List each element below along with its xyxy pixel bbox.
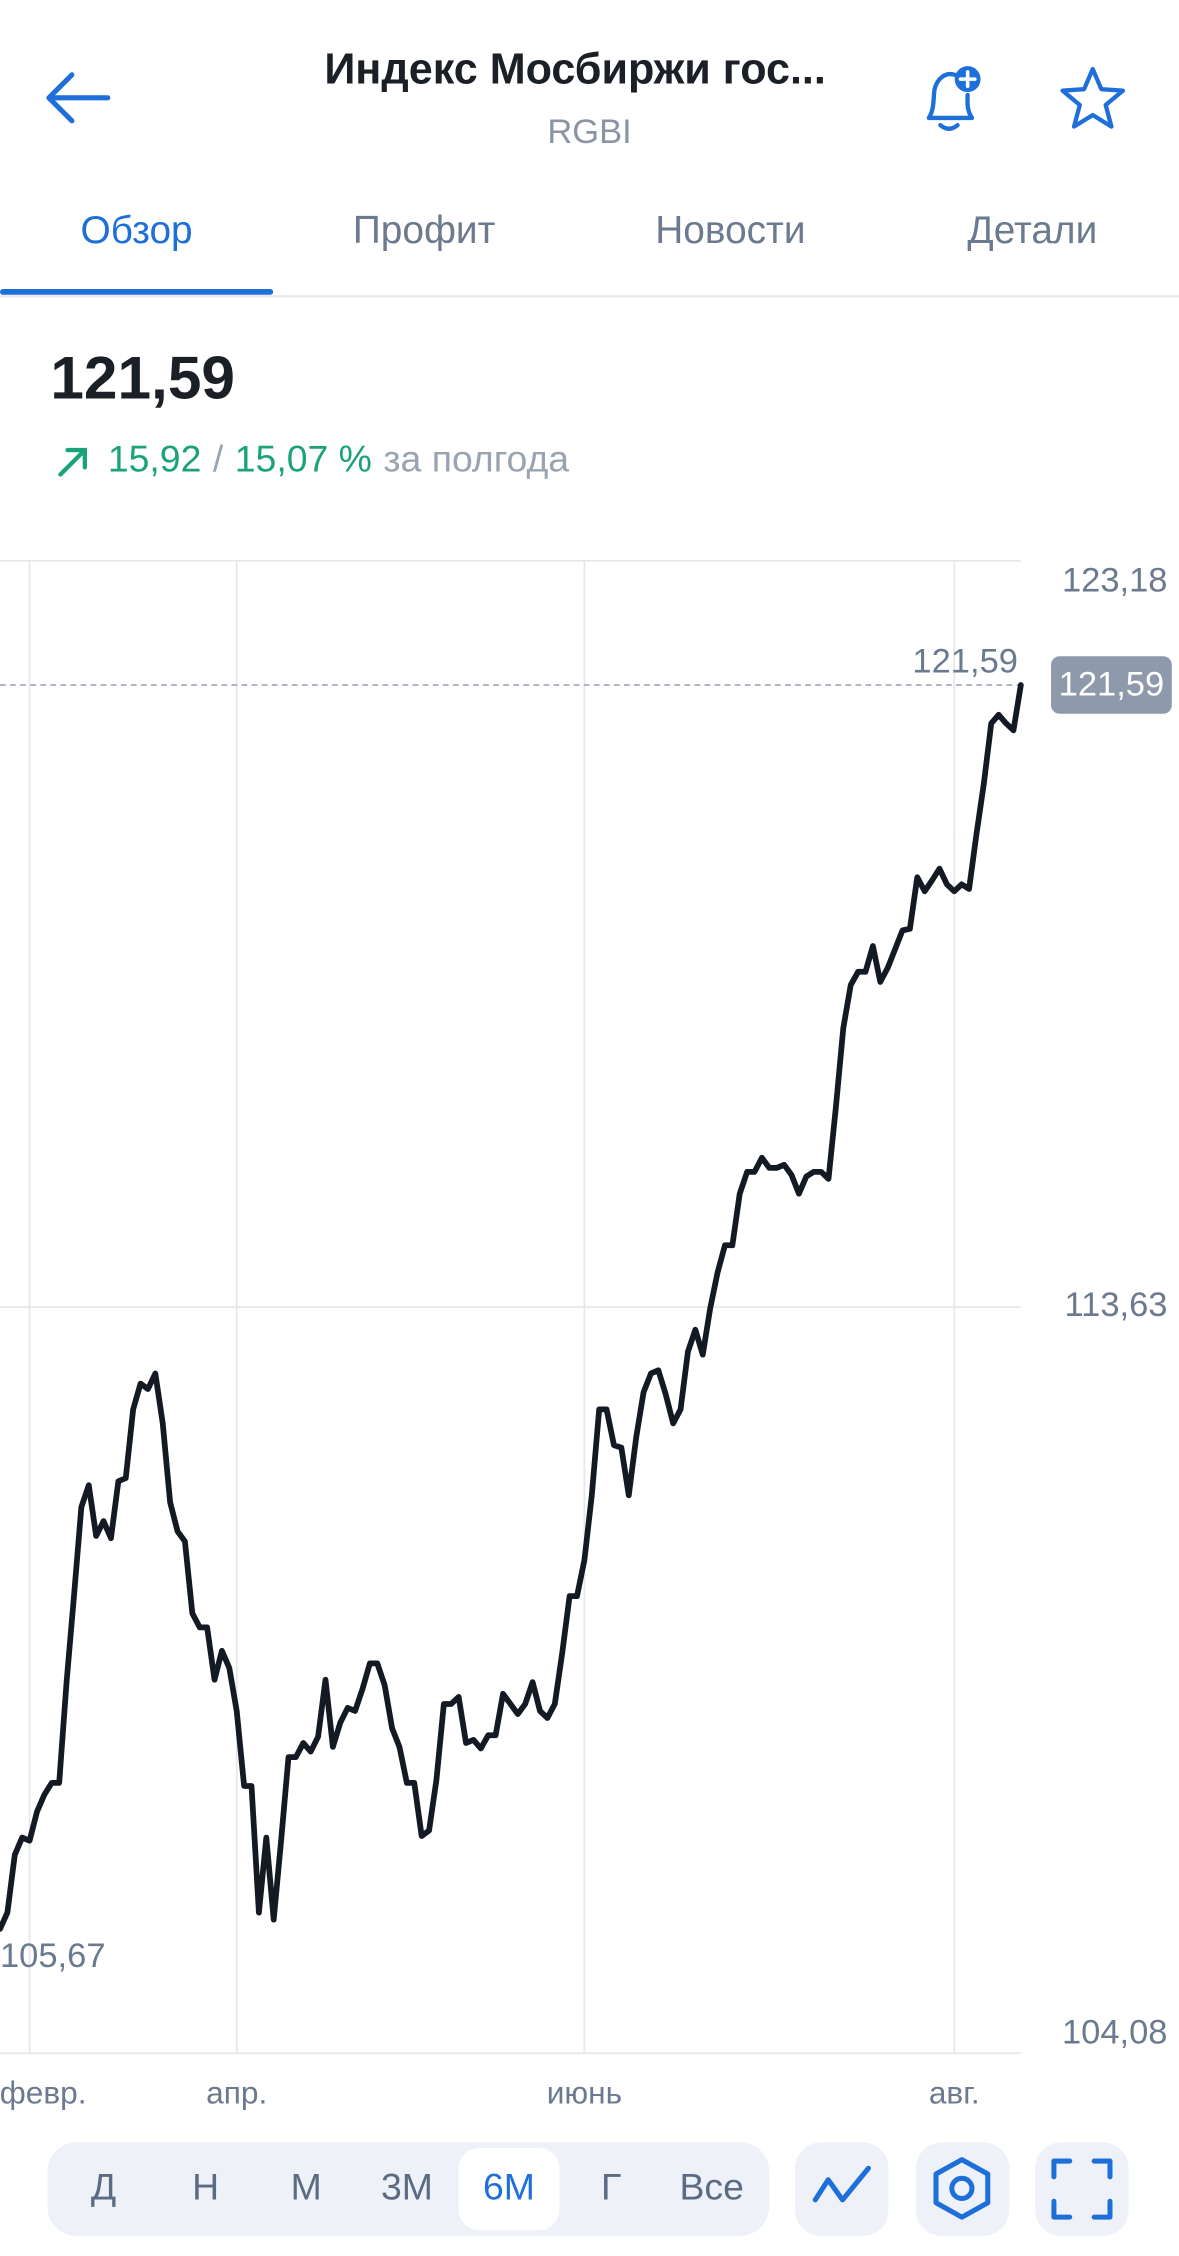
period-button[interactable]: Н (192, 2166, 219, 2208)
change-abs: 15,92 (108, 437, 202, 479)
change: 15,92 / 15,07 % за полгода (108, 437, 569, 479)
indicators-button[interactable] (915, 2142, 1010, 2236)
title: Индекс Мосбиржи гос... (324, 45, 826, 93)
period-button[interactable]: 3М (381, 2166, 433, 2208)
period-button[interactable]: Г (601, 2166, 621, 2208)
tab[interactable]: Детали (967, 209, 1097, 252)
change-period: за полгода (383, 437, 569, 479)
tab[interactable]: Новости (655, 209, 805, 252)
current-price-badge (1051, 656, 1172, 714)
fullscreen-button[interactable] (1035, 2142, 1129, 2236)
up-arrow (58, 447, 87, 477)
period-button[interactable]: 6М (483, 2166, 535, 2208)
y-tick-label: 104,08 (1062, 2014, 1168, 2052)
period-button[interactable]: Д (91, 2166, 116, 2208)
x-tick-label: авг. (929, 2074, 980, 2110)
tab-underline (0, 289, 274, 295)
period-bar (47, 2142, 770, 2236)
x-tick-label: апр. (206, 2074, 267, 2110)
price-line (0, 682, 1024, 1932)
y-tick-label: 113,63 (1065, 1286, 1168, 1324)
period-active-bg (458, 2148, 560, 2231)
min-label: 105,67 (0, 1937, 106, 1975)
max-label: 121,59 (912, 643, 1018, 681)
back-button[interactable] (46, 72, 111, 124)
change-pct: 15,07 % (235, 437, 372, 479)
subtitle: RGBI (547, 113, 631, 151)
current-price-label: 121,59 (1059, 666, 1165, 704)
price: 121,59 (50, 343, 235, 411)
tab[interactable]: Профит (353, 209, 496, 252)
period-button[interactable]: М (291, 2166, 322, 2208)
tab[interactable]: Обзор (81, 209, 193, 252)
favorite-button[interactable] (1060, 66, 1126, 129)
x-tick-label: февр. (0, 2074, 87, 2110)
period-button[interactable]: Все (680, 2166, 744, 2208)
change-sep: / (213, 437, 224, 479)
y-tick-label: 123,18 (1062, 561, 1168, 599)
bell-button[interactable] (926, 66, 981, 131)
x-tick-label: июнь (547, 2074, 622, 2110)
chart-type-button[interactable] (795, 2142, 889, 2236)
